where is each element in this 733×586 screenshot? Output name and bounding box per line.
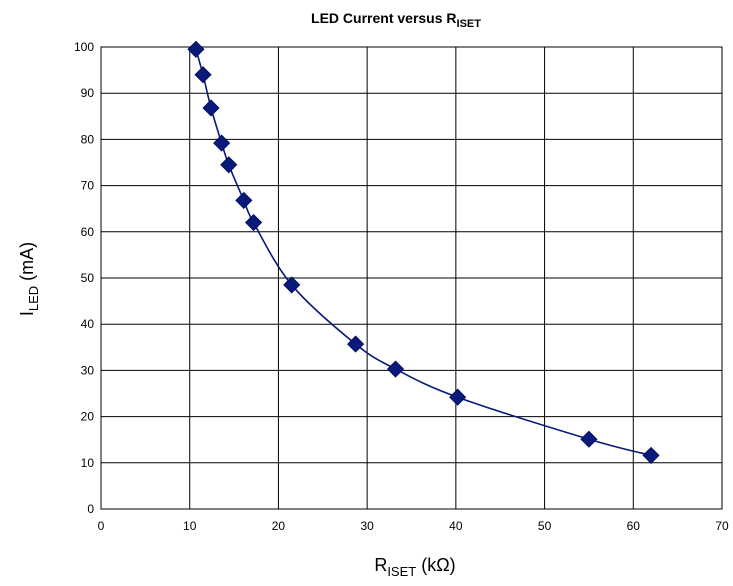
y-tick-label: 50	[81, 271, 95, 285]
series-line	[195, 49, 652, 457]
data-point-marker	[283, 276, 301, 294]
y-tick-label: 30	[81, 363, 95, 377]
data-point-marker	[347, 335, 365, 353]
y-tick-label: 20	[81, 410, 95, 424]
data-point-marker	[449, 388, 467, 406]
y-axis-label-main: I	[17, 311, 37, 316]
y-tick-label: 40	[81, 317, 95, 331]
data-point-marker	[187, 40, 205, 58]
data-point-marker	[235, 191, 253, 209]
x-tick-label: 70	[715, 519, 729, 533]
data-point-marker	[220, 156, 238, 174]
y-axis-label-units: (mA)	[17, 242, 37, 286]
x-tick-label: 30	[360, 519, 374, 533]
chart-title: LED Current versus RISET	[311, 10, 481, 30]
y-tick-label: 80	[81, 132, 95, 146]
y-tick-label: 10	[81, 456, 95, 470]
x-axis-label-main: R	[374, 555, 387, 575]
data-series	[187, 40, 660, 464]
x-axis-label: RISET (kΩ)	[374, 555, 455, 579]
y-tick-label: 0	[87, 502, 94, 516]
y-axis-label: ILED (mA)	[17, 242, 41, 316]
plot-frame	[100, 46, 723, 510]
x-axis-label-units: (kΩ)	[416, 555, 455, 575]
x-tick-label: 20	[272, 519, 286, 533]
y-axis-label-subscript: LED	[26, 286, 41, 311]
y-tick-label: 100	[74, 40, 94, 54]
data-point-marker	[245, 213, 263, 232]
tick-labels: 0 10 20 30 40 50 60 70 0 10 20 30 40 50 60 70 80 90 100	[74, 40, 729, 533]
data-point-marker	[580, 430, 598, 448]
plot-area	[100, 46, 723, 510]
y-tick-label: 90	[81, 86, 95, 100]
data-point-marker	[386, 360, 405, 378]
y-tick-label: 70	[81, 179, 95, 193]
y-tick-label: 60	[81, 225, 95, 239]
chart-title-main: LED Current versus R	[311, 10, 456, 26]
x-axis-label-subscript: ISET	[387, 564, 416, 579]
x-tick-label: 0	[98, 519, 105, 533]
x-tick-label: 60	[627, 519, 641, 533]
data-point-marker	[642, 446, 660, 464]
data-point-marker	[202, 99, 220, 117]
data-point-marker	[213, 134, 231, 152]
chart-title-subscript: ISET	[457, 18, 482, 30]
x-tick-label: 10	[183, 519, 197, 533]
x-tick-label: 40	[449, 519, 463, 533]
x-tick-label: 50	[538, 519, 552, 533]
data-point-marker	[194, 66, 212, 84]
